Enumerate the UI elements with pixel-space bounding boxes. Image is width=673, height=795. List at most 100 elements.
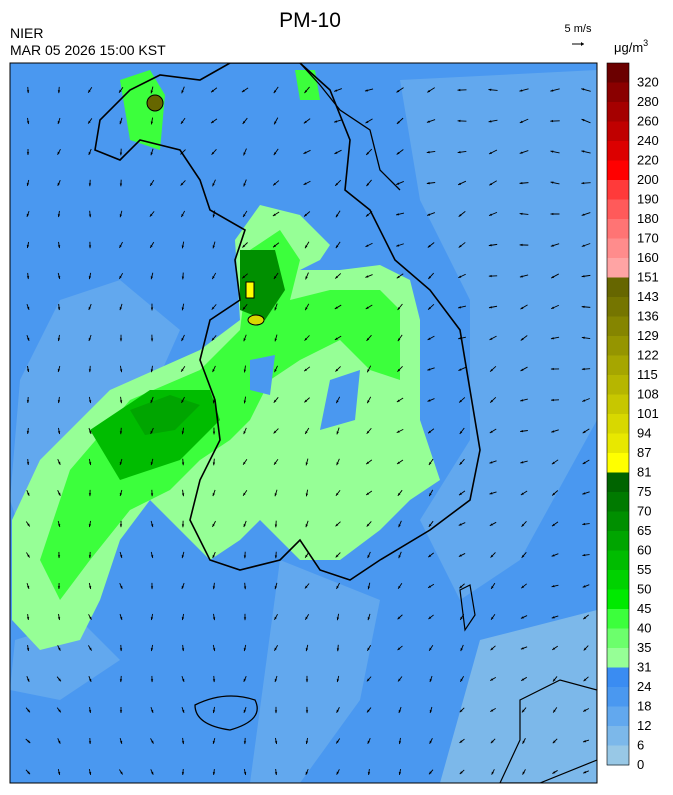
legend-swatch [607, 648, 629, 668]
legend-swatch [607, 745, 629, 766]
colorbar-frame [606, 62, 630, 766]
wind-arrow-head [181, 462, 185, 466]
wind-arrow-head [212, 400, 216, 404]
wind-arrow-head [243, 431, 246, 435]
wind-arrow-head [551, 398, 554, 402]
wind-arrow-head [26, 90, 30, 94]
wind-arrow-head [180, 182, 184, 186]
wind-arrow-head [305, 648, 309, 652]
wind-arrow-head [457, 88, 461, 92]
wind-arrow-head [396, 89, 400, 93]
wind-arrow-head [150, 338, 154, 342]
wind-arrow-head [303, 182, 307, 185]
wind-arrow-head [458, 554, 462, 557]
legend-label: 115 [637, 367, 658, 382]
wind-arrow-head [242, 121, 246, 124]
wind-arrow-head [274, 647, 277, 651]
coastline [94, 63, 481, 581]
wind-arrow-head [336, 771, 339, 775]
wind-arrow-head [459, 771, 463, 775]
wind-arrow-head [120, 585, 123, 589]
wind-arrow-head [211, 337, 215, 341]
wind-arrow-head [119, 152, 123, 156]
wind-arrow-head [57, 121, 60, 124]
wind-arrow-head [460, 678, 463, 682]
wind-arrow-head [119, 679, 123, 683]
wind-arrow-head [274, 741, 278, 745]
wind-arrow-head [429, 740, 432, 744]
wind-arrow-head [119, 740, 123, 744]
legend-swatch [607, 472, 629, 493]
wind-arrow-head [550, 337, 554, 340]
wind-arrow-head [519, 120, 523, 123]
wind-arrow-head [427, 368, 431, 371]
wind-arrow-head [27, 678, 30, 682]
sea-region [250, 560, 380, 783]
wind-arrow-head [490, 368, 493, 372]
wind-arrow-head [242, 244, 246, 248]
wind-arrow-head [57, 307, 61, 311]
wind-arrow-head [551, 523, 555, 527]
wind-arrow-head [119, 275, 122, 279]
wind-arrow-head [243, 369, 247, 373]
pm-hotspot [245, 281, 255, 299]
legend-label: 45 [637, 601, 651, 616]
wind-arrow-head [150, 493, 154, 497]
wind-arrow-head [396, 213, 400, 216]
legend-label: 280 [637, 94, 659, 109]
wind-arrow-head [150, 244, 153, 248]
wind-arrow-head [336, 679, 340, 683]
wind-arrow-head [119, 524, 123, 528]
legend-swatch [607, 160, 629, 181]
wind-arrow-head [181, 338, 184, 342]
wind-arrow-head [211, 120, 214, 124]
wind-arrow-head [519, 275, 523, 278]
wind-arrow-head [367, 555, 370, 559]
wind-arrow-head [581, 88, 585, 91]
wind-arrow-head [57, 338, 61, 342]
wind-arrow-head [397, 368, 401, 372]
wind-arrow-head [274, 338, 277, 342]
wind-arrow-head [582, 585, 586, 588]
wind-arrow-head [488, 244, 492, 247]
legend-swatch [607, 238, 629, 259]
wind-arrow-head [26, 182, 30, 186]
wind-vectors [25, 86, 591, 776]
wind-arrow-head [26, 648, 30, 651]
wind-arrow-head [150, 430, 153, 434]
wind-arrow-head [119, 710, 123, 714]
legend-label: 40 [637, 621, 651, 636]
wind-arrow-head [581, 275, 585, 278]
wind-arrow-head [396, 151, 400, 155]
wind-arrow-head [551, 554, 555, 557]
wind-arrow-head [334, 120, 338, 123]
wind-arrow-head [305, 679, 309, 683]
wind-arrow-head [489, 430, 493, 434]
wind-arrow-head [274, 555, 278, 559]
wind-arrow-head [243, 400, 247, 404]
wind-arrow-head [243, 152, 246, 156]
wind-arrow-head [489, 151, 493, 155]
wind-arrow-head [57, 245, 61, 249]
legend-label: 75 [637, 484, 651, 499]
wind-arrow-head [27, 492, 30, 496]
wind-arrow-head [26, 585, 30, 589]
wind-arrow-head [88, 462, 92, 466]
wind-arrow-head [88, 400, 92, 404]
wind-arrow-head [519, 243, 523, 247]
wind-arrow-head [551, 430, 555, 433]
wind-arrow-head [305, 616, 308, 620]
wind-arrow-head [57, 276, 61, 280]
wind-arrow-head [305, 431, 308, 434]
legend-swatch [607, 511, 629, 532]
wind-arrow-head [366, 152, 369, 155]
wind-arrow-head [274, 524, 278, 528]
wind-arrow-head [57, 214, 61, 218]
wind-arrow-head [520, 461, 524, 464]
wind-arrow-head [243, 648, 247, 652]
wind-arrow-head [396, 121, 400, 124]
legend-swatch [607, 102, 629, 122]
wind-arrow-head [88, 710, 92, 713]
wind-arrow-head [151, 709, 154, 713]
